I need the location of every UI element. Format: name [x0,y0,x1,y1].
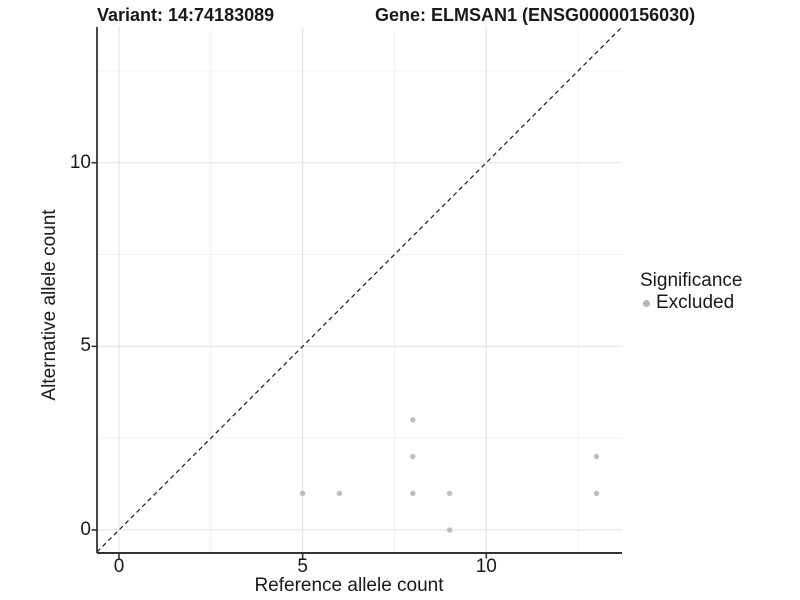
excluded-point-icon [643,299,650,307]
data-point [593,453,600,460]
legend-title: Significance [640,270,743,291]
y-tick-label: 0 [80,519,91,540]
variant-title: Variant: 14:74183089 [97,5,275,25]
identity-dashed-line [96,26,623,553]
y-tick-label: 10 [69,151,91,173]
legend-item-excluded: Excluded [640,292,742,314]
data-point [593,490,600,496]
data-point [410,490,416,496]
data-point [446,490,453,496]
data-point [299,490,306,496]
legend-item-label: Excluded [656,292,735,313]
x-axis-title: Reference allele count [254,575,444,596]
x-tick-label: 0 [113,556,125,577]
data-point [410,453,416,460]
x-tick-label: 5 [297,556,308,577]
data-point [410,417,416,423]
gene-title: Gene: ELMSAN1 (ENSG00000156030) [375,5,696,25]
data-point [446,527,453,533]
y-tick-label: 5 [80,335,91,357]
y-axis-title: Alternative allele count [39,209,60,401]
x-tick-label: 10 [475,556,497,577]
legend: Significance Excluded [640,270,742,314]
data-point [336,490,343,496]
